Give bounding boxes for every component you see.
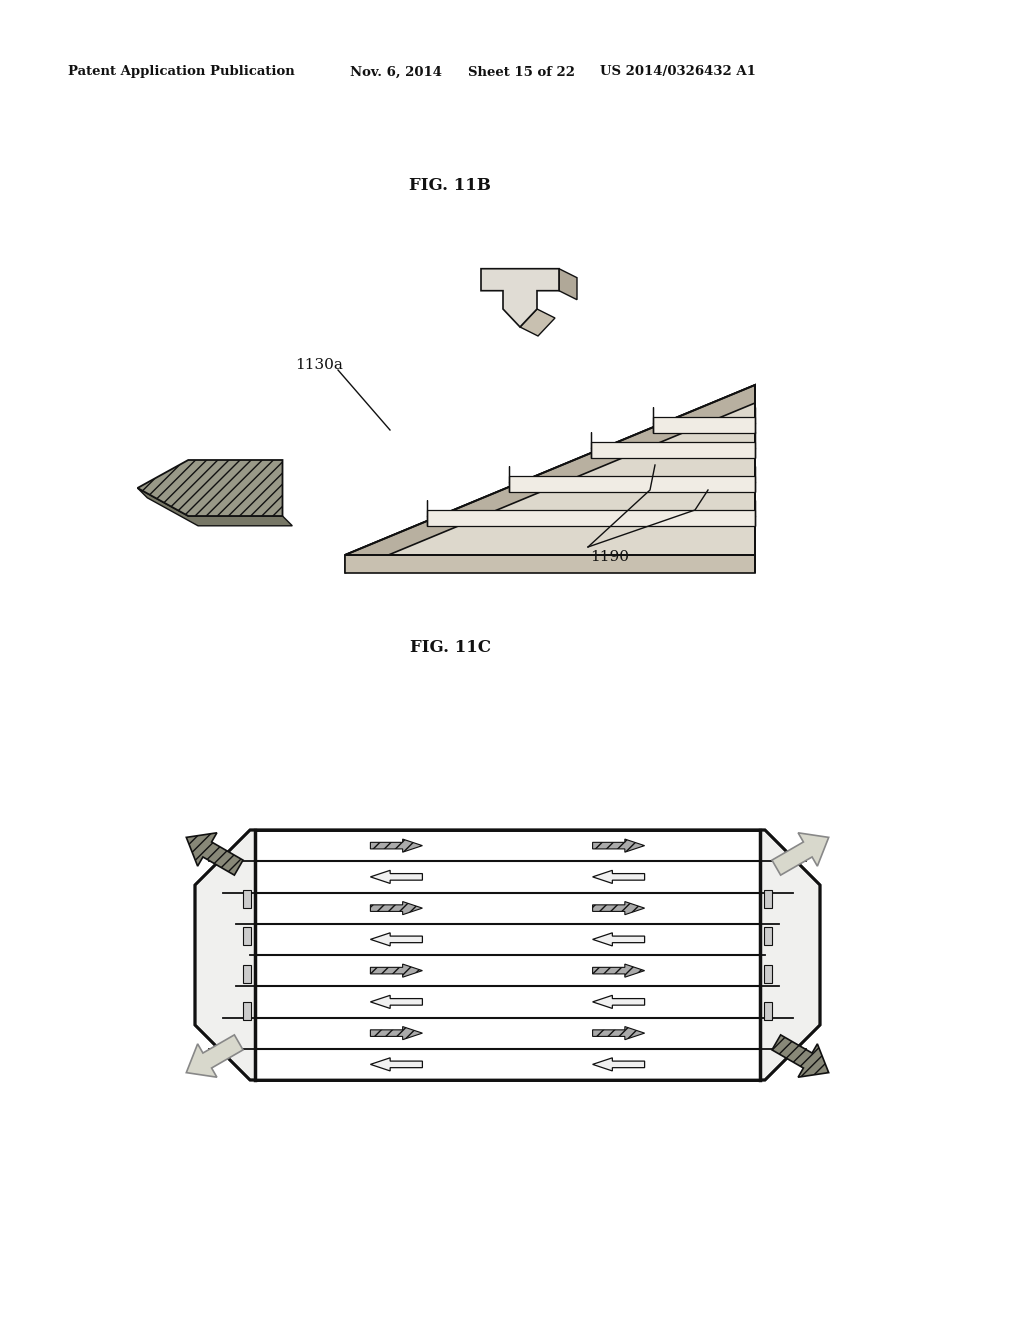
Bar (243, 890, 251, 908)
Polygon shape (345, 554, 755, 573)
Polygon shape (593, 964, 644, 977)
Polygon shape (186, 833, 243, 875)
Polygon shape (195, 830, 820, 1080)
Bar (243, 965, 251, 983)
Bar (243, 927, 251, 945)
Text: 1190: 1190 (590, 550, 629, 564)
Polygon shape (427, 510, 755, 525)
Polygon shape (509, 477, 755, 492)
Polygon shape (520, 309, 555, 337)
Bar (764, 890, 772, 908)
Polygon shape (593, 1027, 644, 1040)
Polygon shape (371, 964, 422, 977)
Polygon shape (371, 902, 422, 915)
Polygon shape (591, 442, 755, 458)
Bar (764, 965, 772, 983)
Polygon shape (481, 269, 559, 327)
Text: 1130a: 1130a (295, 358, 343, 372)
Polygon shape (593, 870, 644, 883)
Polygon shape (593, 995, 644, 1008)
Text: US 2014/0326432 A1: US 2014/0326432 A1 (600, 66, 756, 78)
Polygon shape (371, 933, 422, 946)
Polygon shape (593, 933, 644, 946)
Polygon shape (345, 385, 755, 573)
Polygon shape (137, 488, 292, 525)
Polygon shape (772, 833, 828, 875)
Polygon shape (137, 459, 283, 516)
Polygon shape (371, 840, 422, 853)
Polygon shape (652, 417, 755, 433)
Polygon shape (772, 1035, 828, 1077)
Polygon shape (559, 269, 577, 300)
Polygon shape (371, 995, 422, 1008)
Bar (764, 927, 772, 945)
Text: Patent Application Publication: Patent Application Publication (68, 66, 295, 78)
Polygon shape (593, 1057, 644, 1071)
Bar (243, 1002, 251, 1020)
Polygon shape (345, 385, 755, 554)
Polygon shape (371, 1057, 422, 1071)
Text: Sheet 15 of 22: Sheet 15 of 22 (468, 66, 575, 78)
Polygon shape (371, 1027, 422, 1040)
Text: FIG. 11B: FIG. 11B (409, 177, 490, 194)
Polygon shape (371, 870, 422, 883)
Bar (764, 1002, 772, 1020)
Text: FIG. 11C: FIG. 11C (410, 639, 490, 656)
Text: Nov. 6, 2014: Nov. 6, 2014 (350, 66, 442, 78)
Polygon shape (593, 840, 644, 853)
Polygon shape (255, 830, 760, 1080)
Polygon shape (593, 902, 644, 915)
Polygon shape (186, 1035, 243, 1077)
